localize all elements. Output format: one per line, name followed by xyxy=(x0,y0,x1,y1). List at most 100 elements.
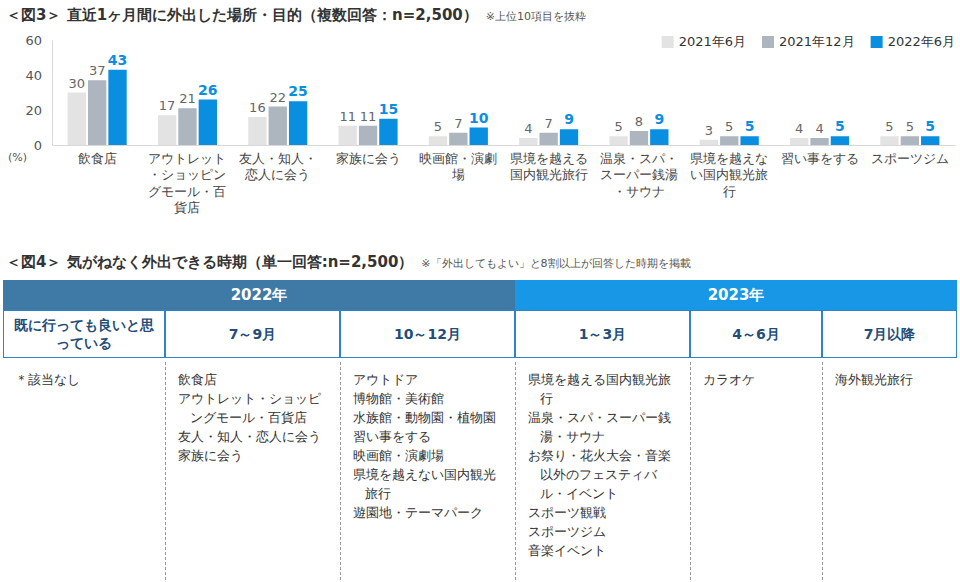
period-items: 海外観光旅行 xyxy=(822,362,957,580)
legend-swatch xyxy=(762,36,774,48)
x-tick-label: アウトレット・ショッピングモール・百貨店 xyxy=(148,151,226,215)
data-label: 26 xyxy=(198,82,217,98)
x-tick-label-line: 国内観光旅行 xyxy=(510,167,588,182)
x-tick-label: 飲食店 xyxy=(78,151,117,166)
period-item: 音楽イベント xyxy=(528,541,680,560)
bar xyxy=(901,136,919,145)
x-tick: 映画館・演劇場 xyxy=(419,145,497,182)
period-item: 海外観光旅行 xyxy=(835,370,947,389)
x-tick-label-line: 温泉・スパ・ xyxy=(600,151,678,166)
data-label: 17 xyxy=(159,98,176,113)
data-label: 4 xyxy=(524,121,532,136)
bar xyxy=(720,136,738,145)
y-axis-line xyxy=(52,41,53,146)
x-tick-label: 温泉・スパ・スーパー銭湯・サウナ xyxy=(600,151,678,199)
legend-entry: 2021年6月 xyxy=(662,34,746,49)
data-label: 25 xyxy=(288,83,307,99)
x-tick-label: 習い事をする xyxy=(781,151,859,166)
x-tick-label-line: 習い事をする xyxy=(781,151,859,166)
period-item: 習い事をする xyxy=(353,427,505,446)
x-tick-label-line: 友人・知人・ xyxy=(239,151,317,166)
bar-series xyxy=(88,80,919,145)
x-tick-label-line: ・サウナ xyxy=(613,184,665,199)
x-tick: 家族に会う xyxy=(336,145,401,166)
bar xyxy=(379,119,397,145)
period-item: 友人・知人・恋人に会う xyxy=(178,427,330,446)
period-item: アウトドア xyxy=(353,370,505,389)
x-tick-label: 映画館・演劇場 xyxy=(419,151,497,182)
period-item: 県境を越えない国内観光旅行 xyxy=(353,465,505,503)
data-label: 43 xyxy=(108,52,127,68)
legend-label: 2021年12月 xyxy=(779,34,855,49)
x-tick-label-line: 行 xyxy=(723,184,736,199)
x-tick: スポーツジム xyxy=(871,145,949,166)
bar xyxy=(449,133,467,145)
x-tick: アウトレット・ショッピングモール・百貨店 xyxy=(148,145,226,215)
x-tick: 飲食店 xyxy=(78,145,117,166)
bar xyxy=(269,107,287,146)
x-tick-label: スポーツジム xyxy=(871,151,949,166)
period-item: 博物館・美術館 xyxy=(353,389,505,408)
bar xyxy=(289,101,307,145)
bar xyxy=(68,93,86,146)
chart-subtitle: ※上位10項目を抜粋 xyxy=(486,10,586,23)
period-item: カラオケ xyxy=(703,370,812,389)
period-item: スポーツジム xyxy=(528,522,680,541)
data-label: 5 xyxy=(885,119,893,134)
data-label: 30 xyxy=(69,76,86,91)
data-label: 9 xyxy=(564,111,574,127)
period-header: 1～3月 xyxy=(515,310,690,358)
period-header: 既に行っても良いと思っている xyxy=(3,310,165,358)
x-tick-label-line: アウトレット xyxy=(148,151,226,166)
bar xyxy=(178,108,196,145)
data-label: 4 xyxy=(795,121,803,136)
x-tick-label: 家族に会う xyxy=(336,151,401,166)
x-tick: 習い事をする xyxy=(781,145,859,166)
x-tick: 県境を越えない国内観光旅行 xyxy=(690,145,768,199)
table-title: ＜図4＞ 気がねなく外出できる時期（単一回答:n=2,500）※「外出してもよい… xyxy=(6,252,691,272)
bars xyxy=(68,70,940,145)
data-label: 15 xyxy=(379,101,398,117)
period-items: 県境を越える国内観光旅行温泉・スパ・スーパー銭湯・サウナお祭り・花火大会・音楽以… xyxy=(515,362,690,580)
x-tick-label-line: 場 xyxy=(451,167,465,182)
period-items: カラオケ xyxy=(690,362,822,580)
data-label: 5 xyxy=(835,118,845,134)
x-axis-line xyxy=(53,145,956,146)
y-axis: 0204060 xyxy=(25,33,52,153)
period-header: 7～9月 xyxy=(165,310,340,358)
bar xyxy=(790,138,808,145)
bar xyxy=(880,136,898,145)
x-tick-label: 県境を越える国内観光旅行 xyxy=(510,151,588,182)
x-tick-label-line: 県境を越えな xyxy=(690,151,768,166)
data-label: 5 xyxy=(725,119,733,134)
data-label: 37 xyxy=(89,63,106,78)
bar xyxy=(519,138,537,145)
bar xyxy=(470,128,488,146)
data-label: 7 xyxy=(454,116,462,131)
data-label: 10 xyxy=(469,110,489,126)
x-tick-label-line: い国内観光旅 xyxy=(690,167,768,182)
bar xyxy=(248,117,266,145)
data-label: 16 xyxy=(249,100,266,115)
data-label: 5 xyxy=(906,119,914,134)
data-label: 5 xyxy=(614,119,622,134)
x-tick-label-line: スポーツジム xyxy=(871,151,949,166)
bar xyxy=(199,100,217,146)
period-header: 10～12月 xyxy=(340,310,515,358)
bar xyxy=(560,129,578,145)
legend-entry: 2022年6月 xyxy=(871,34,955,49)
period-item: 家族に会う xyxy=(178,446,330,465)
bar xyxy=(921,136,939,145)
data-label: 22 xyxy=(269,90,286,105)
period-item: 映画館・演劇場 xyxy=(353,446,505,465)
x-tick-label-line: スーパー銭湯 xyxy=(600,167,678,182)
y-tick-label: 0 xyxy=(34,138,42,153)
x-tick: 友人・知人・恋人に会う xyxy=(239,145,317,182)
period-item: ＊該当なし xyxy=(15,370,155,389)
bar xyxy=(831,136,849,145)
legend: 2021年6月 2021年12月 2022年6月 xyxy=(662,34,955,49)
y-tick: 60 xyxy=(25,33,52,48)
bar xyxy=(429,136,447,145)
data-label: 7 xyxy=(545,116,553,131)
bar xyxy=(359,126,377,145)
